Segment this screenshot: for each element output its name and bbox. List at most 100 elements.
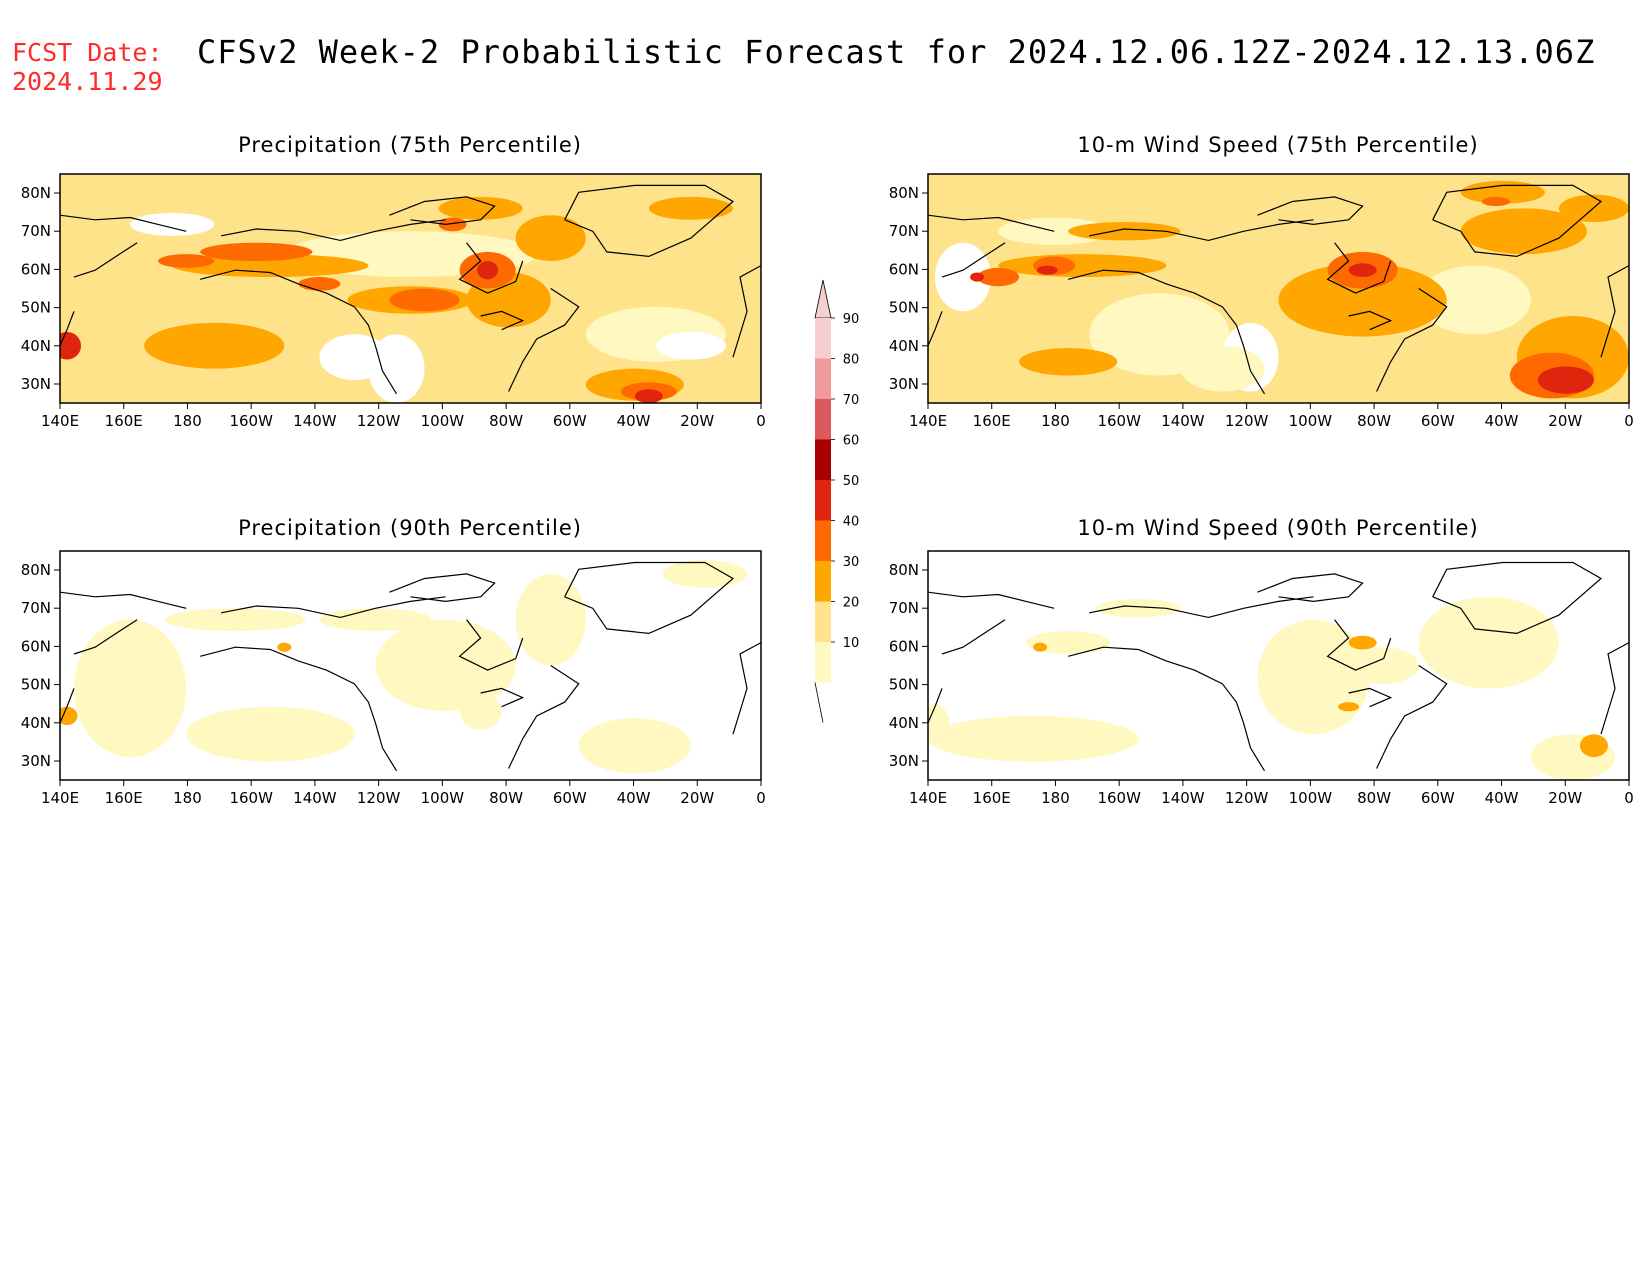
colorbar-label: 10 bbox=[843, 636, 860, 651]
probability-shading bbox=[1579, 734, 1608, 758]
lon-tick-label: 140W bbox=[1161, 789, 1205, 807]
lat-tick-label: 80N bbox=[889, 561, 919, 579]
lon-tick-label: 140E bbox=[909, 789, 947, 807]
probability-shading bbox=[648, 196, 733, 220]
probability-shading bbox=[389, 288, 460, 312]
lat-tick-label: 40N bbox=[21, 714, 51, 732]
coastline bbox=[1326, 242, 1392, 294]
probability-shading bbox=[319, 334, 390, 381]
probability-shading bbox=[1348, 635, 1377, 650]
lon-tick-label: 80W bbox=[489, 789, 523, 807]
colorbar-segment bbox=[815, 561, 831, 602]
colorbar-label: 30 bbox=[843, 555, 860, 570]
lat-tick-label: 30N bbox=[21, 375, 51, 393]
coastline bbox=[732, 642, 761, 735]
map-panel-precip75: 140E 160E 180 160W 140W 120W 100W 80W 60W 40W 20W 0… bbox=[21, 173, 766, 430]
lon-tick-label: 20W bbox=[1548, 412, 1582, 430]
probability-shading bbox=[1418, 596, 1559, 689]
lon-tick-label: 120W bbox=[357, 789, 401, 807]
lon-tick-label: 80W bbox=[1357, 412, 1391, 430]
probability-shading bbox=[1068, 222, 1181, 241]
lon-tick-label: 140E bbox=[909, 412, 947, 430]
probability-shading bbox=[144, 322, 285, 369]
coastline bbox=[1068, 269, 1266, 395]
probability-shading bbox=[1418, 265, 1531, 335]
lon-tick-label: 120W bbox=[1225, 412, 1269, 430]
probability-shading bbox=[200, 242, 313, 262]
colorbar-segment bbox=[815, 358, 831, 399]
probability-shading bbox=[298, 277, 341, 291]
probability-shading bbox=[1036, 265, 1058, 275]
colorbar-label: 20 bbox=[843, 596, 860, 611]
lat-tick-label: 70N bbox=[889, 222, 919, 240]
lon-tick-label: 80W bbox=[489, 412, 523, 430]
lon-tick-label: 160E bbox=[973, 412, 1011, 430]
lon-tick-label: 60W bbox=[553, 789, 587, 807]
coastline bbox=[928, 688, 943, 724]
lon-tick-label: 20W bbox=[680, 789, 714, 807]
lon-tick-label: 20W bbox=[1548, 789, 1582, 807]
coastline bbox=[389, 573, 496, 603]
probability-shading bbox=[1537, 366, 1594, 394]
lon-tick-label: 0 bbox=[1624, 789, 1634, 807]
probability-shading bbox=[977, 267, 1020, 287]
lat-tick-label: 50N bbox=[21, 676, 51, 694]
panel-title-precip75: Precipitation (75th Percentile) bbox=[238, 133, 582, 157]
probability-shading bbox=[165, 608, 306, 632]
colorbar: 90 80 70 60 50 40 30 20 10 bbox=[814, 279, 860, 723]
probability-shading bbox=[662, 560, 747, 588]
coastline bbox=[928, 214, 1055, 232]
colorbar-segment bbox=[815, 439, 831, 480]
coastline bbox=[1432, 561, 1603, 635]
map-panel-wind75: 140E 160E 180 160W 140W 120W 100W 80W 60W 40W 20W 0… bbox=[889, 173, 1634, 430]
forecast-date-label: FCST Date: 2024.11.29 bbox=[12, 38, 163, 96]
map-panel-precip90: 140E 160E 180 160W 140W 120W 100W 80W 60W 40W 20W 0… bbox=[21, 550, 766, 807]
lat-tick-label: 80N bbox=[21, 561, 51, 579]
lat-tick-label: 30N bbox=[889, 752, 919, 770]
coastline bbox=[60, 688, 75, 724]
coastline bbox=[1326, 619, 1392, 671]
map-frame bbox=[59, 550, 762, 781]
coastline bbox=[508, 664, 580, 769]
colorbar-label: 50 bbox=[843, 474, 860, 489]
lat-tick-label: 30N bbox=[889, 375, 919, 393]
colorbar-segment bbox=[815, 318, 831, 359]
coastline bbox=[1257, 573, 1364, 603]
colorbar-label: 80 bbox=[843, 353, 860, 368]
lon-tick-label: 140W bbox=[293, 412, 337, 430]
colorbar-label: 60 bbox=[843, 434, 860, 449]
coastline bbox=[928, 591, 1055, 609]
lon-tick-label: 0 bbox=[1624, 412, 1634, 430]
coastline bbox=[1376, 287, 1448, 392]
lon-tick-label: 100W bbox=[1289, 789, 1333, 807]
probability-shading bbox=[1180, 345, 1265, 392]
probability-shading bbox=[928, 715, 1139, 762]
lon-tick-label: 140E bbox=[41, 412, 79, 430]
colorbar-label: 90 bbox=[843, 312, 860, 327]
probability-shading bbox=[1033, 642, 1048, 652]
coastline bbox=[564, 184, 735, 258]
probability-shading bbox=[1460, 208, 1587, 255]
probability-shading bbox=[172, 254, 369, 278]
coastline bbox=[1348, 687, 1393, 708]
coastline bbox=[480, 310, 525, 331]
fcst-date: 2024.11.29 bbox=[12, 67, 163, 96]
coastline bbox=[1432, 184, 1603, 258]
probability-shading bbox=[1460, 180, 1545, 204]
probability-shading bbox=[1019, 348, 1118, 376]
lon-tick-label: 160E bbox=[105, 789, 143, 807]
lon-tick-label: 80W bbox=[1357, 789, 1391, 807]
probability-shading bbox=[1257, 619, 1370, 735]
colorbar-label: 40 bbox=[843, 515, 860, 530]
lon-tick-label: 60W bbox=[553, 412, 587, 430]
probability-shading bbox=[130, 212, 215, 236]
coastline bbox=[564, 561, 735, 635]
lat-tick-label: 70N bbox=[889, 599, 919, 617]
lat-tick-label: 70N bbox=[21, 222, 51, 240]
lat-tick-label: 80N bbox=[21, 184, 51, 202]
coastline bbox=[458, 242, 524, 294]
coastline bbox=[480, 687, 525, 708]
lon-tick-label: 100W bbox=[421, 789, 465, 807]
lon-tick-label: 100W bbox=[421, 412, 465, 430]
